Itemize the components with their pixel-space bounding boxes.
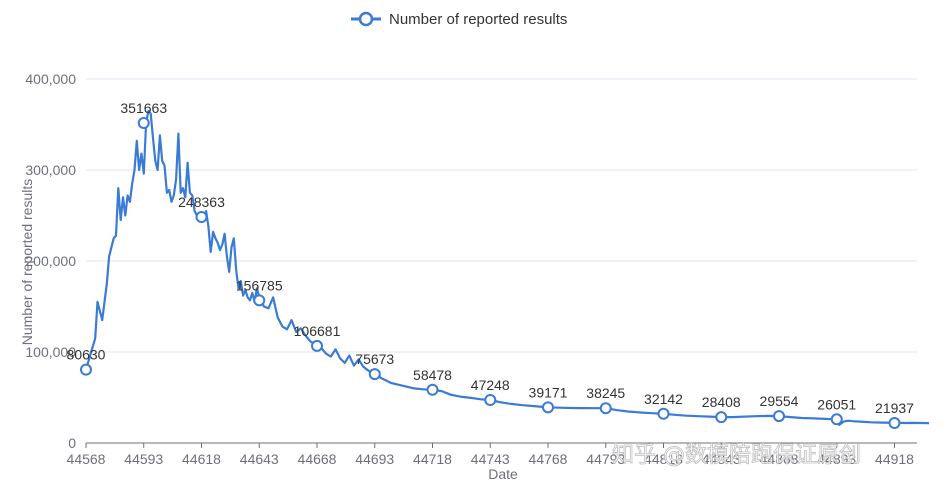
y-tick-label: 100,000 bbox=[25, 344, 76, 360]
x-tick-label: 44918 bbox=[875, 451, 914, 467]
data-label: 38245 bbox=[586, 385, 625, 401]
data-label: 156785 bbox=[236, 277, 283, 293]
x-axis-ticks: 44568 44593 44618 44643 44668 44693 44718 44743… bbox=[67, 443, 914, 467]
x-tick-label: 44793 bbox=[586, 451, 625, 467]
x-tick-label: 44843 bbox=[702, 451, 741, 467]
data-point bbox=[773, 410, 785, 423]
x-tick-label: 44618 bbox=[182, 451, 221, 467]
data-label: 32142 bbox=[644, 391, 683, 407]
x-tick-label: 44643 bbox=[240, 451, 279, 467]
data-point bbox=[195, 210, 208, 223]
watermark: 知乎 @数模陪跑保证原创 bbox=[612, 443, 861, 468]
data-label: 39171 bbox=[529, 384, 568, 400]
data-point bbox=[715, 411, 728, 424]
data-label: 80630 bbox=[67, 347, 106, 363]
series-line bbox=[84, 109, 930, 426]
data-point bbox=[426, 383, 439, 396]
y-tick-label: 300,000 bbox=[25, 162, 76, 178]
x-tick-label: 44868 bbox=[760, 451, 799, 467]
data-label: 351663 bbox=[120, 100, 167, 116]
data-point bbox=[888, 417, 901, 430]
x-tick-label: 44668 bbox=[298, 451, 337, 467]
x-axis-title: Date bbox=[488, 466, 518, 482]
data-label: 248363 bbox=[178, 194, 225, 210]
data-label: 26051 bbox=[817, 396, 856, 412]
data-label: 47248 bbox=[471, 377, 510, 393]
y-tick-label: 400,000 bbox=[25, 71, 76, 87]
x-tick-label: 44718 bbox=[413, 451, 452, 467]
markers bbox=[80, 116, 901, 430]
data-label: 29554 bbox=[760, 393, 799, 409]
x-tick-label: 44568 bbox=[67, 451, 106, 467]
data-point bbox=[253, 294, 266, 307]
x-tick-label: 44768 bbox=[529, 451, 568, 467]
series bbox=[84, 109, 930, 426]
data-label: 58478 bbox=[413, 367, 452, 383]
y-tick-label: 200,000 bbox=[25, 253, 76, 269]
data-point bbox=[599, 402, 612, 415]
x-tick-label: 44818 bbox=[644, 451, 683, 467]
data-point bbox=[137, 116, 150, 129]
data-label: 106681 bbox=[294, 323, 341, 339]
grid-lines bbox=[86, 78, 917, 353]
data-labels: 80630 351663 248363 156785 106681 75673 58478 4… bbox=[67, 100, 915, 416]
data-label: 21937 bbox=[875, 400, 914, 416]
x-tick-label: 44893 bbox=[817, 451, 856, 467]
data-point bbox=[80, 363, 92, 376]
x-tick-label: 44693 bbox=[355, 451, 394, 467]
y-axis-title: Number of reported results bbox=[19, 179, 35, 346]
data-label: 28408 bbox=[702, 394, 741, 410]
legend[interactable]: Number of reported results bbox=[351, 11, 567, 28]
data-label: 75673 bbox=[355, 351, 394, 367]
legend-label: Number of reported results bbox=[389, 11, 567, 28]
x-tick-label: 44593 bbox=[124, 451, 163, 467]
legend-marker-icon bbox=[358, 11, 374, 27]
data-point bbox=[484, 394, 497, 407]
y-axis-ticks: 0 100,000 200,000 300,000 400,000 bbox=[25, 71, 76, 451]
data-point bbox=[830, 413, 843, 426]
data-point bbox=[542, 401, 554, 414]
data-point bbox=[657, 407, 670, 420]
data-point bbox=[311, 339, 323, 352]
x-tick-label: 44743 bbox=[471, 451, 510, 467]
data-point bbox=[368, 368, 381, 381]
y-tick-label: 0 bbox=[68, 435, 76, 451]
